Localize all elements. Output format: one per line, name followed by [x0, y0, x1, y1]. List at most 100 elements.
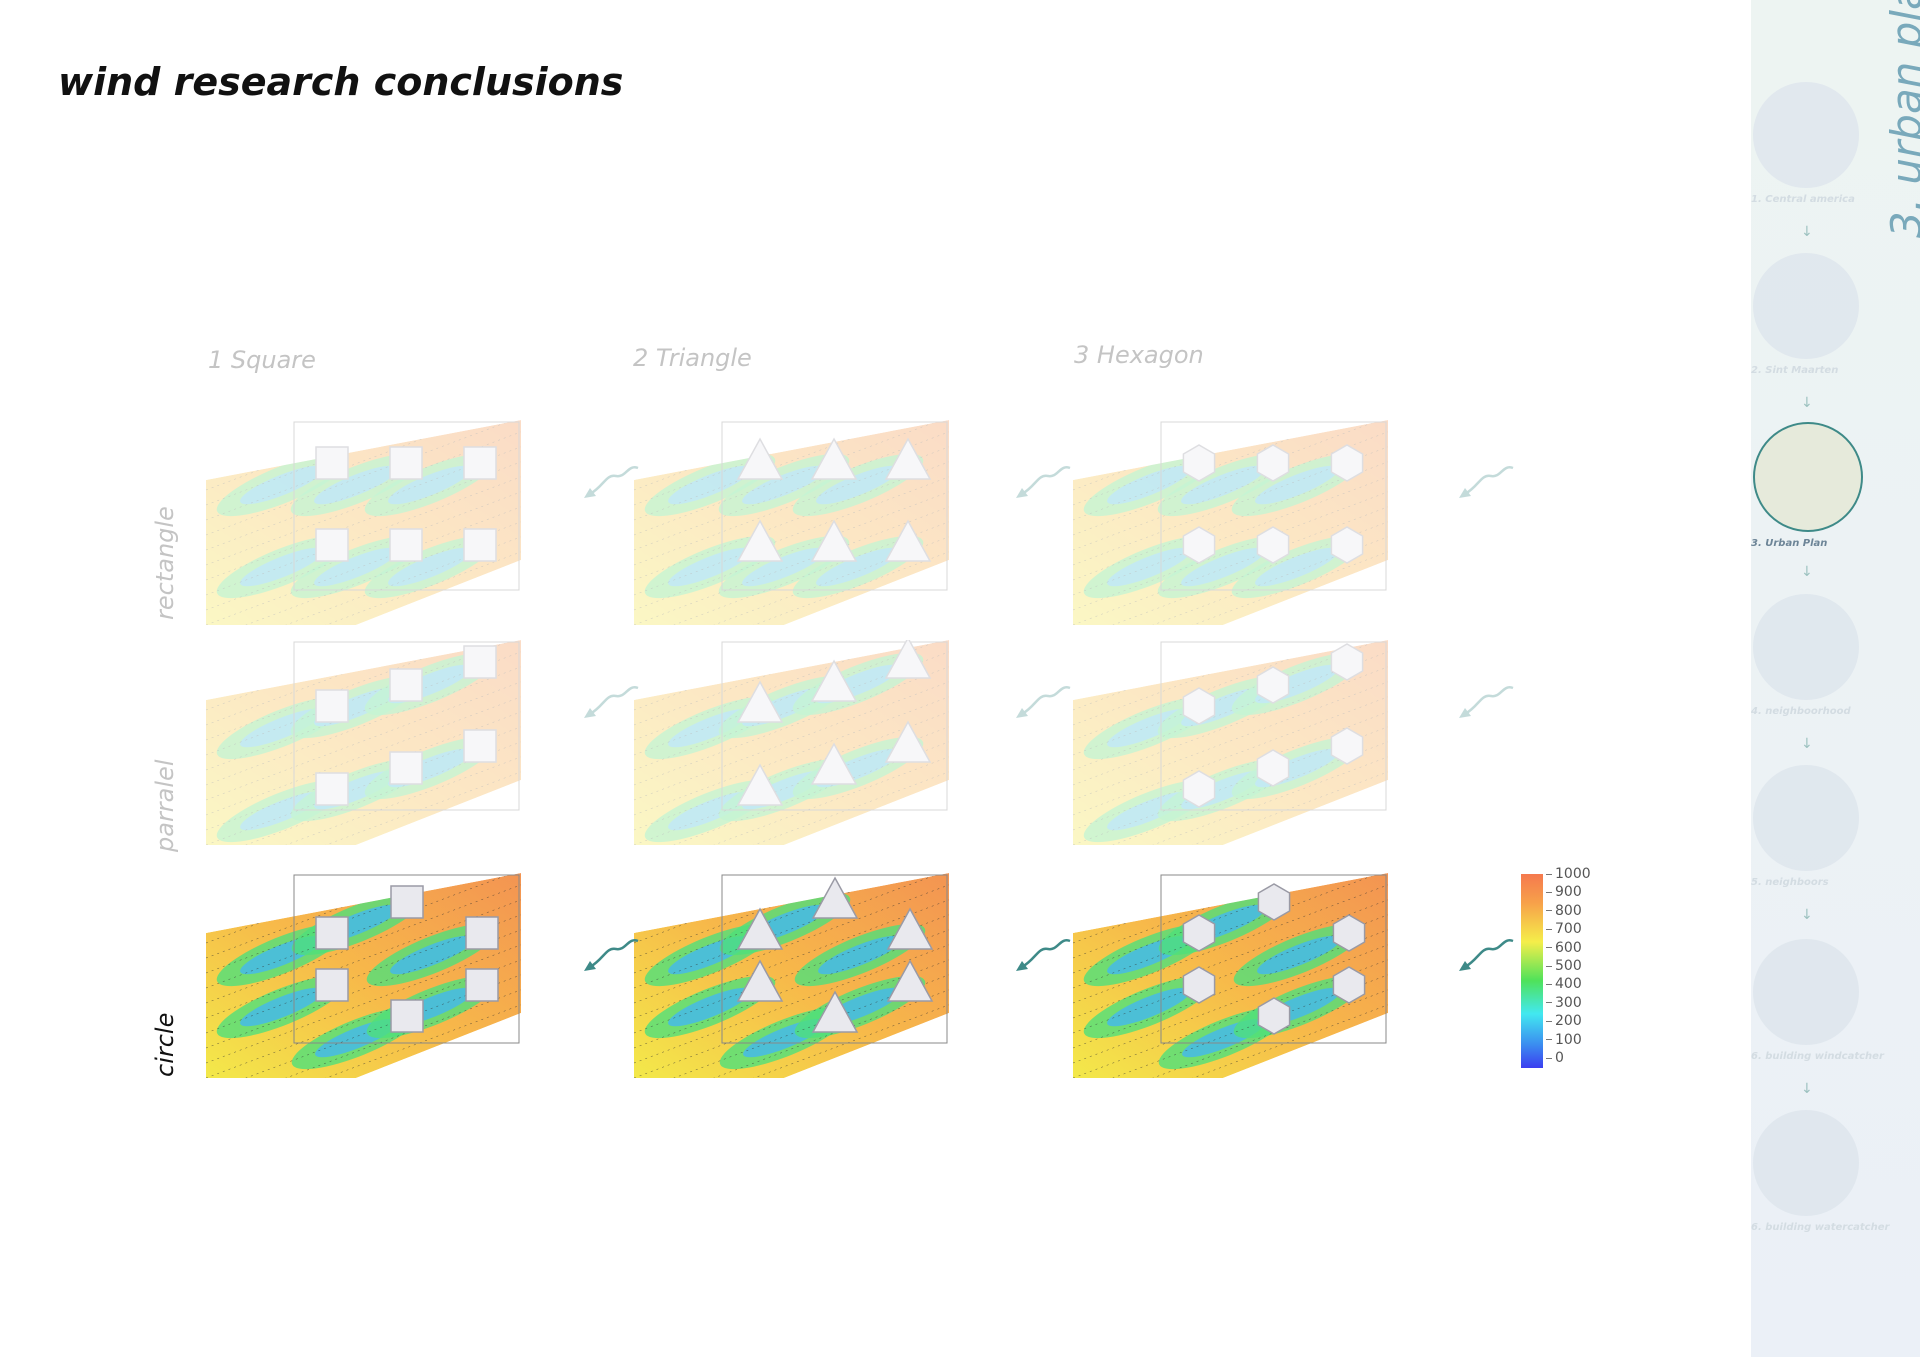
wake-zone	[718, 675, 850, 739]
step-label: 5. neighboors	[1751, 877, 1829, 888]
triangle-building	[811, 990, 859, 1033]
wind-simulation-circle-triangle	[634, 873, 949, 1078]
wake-zone	[1107, 547, 1191, 587]
wind-direction-arrow-icon	[1459, 466, 1514, 498]
step-arrow-icon: ↓	[1801, 564, 1813, 580]
square-building	[465, 968, 499, 1002]
wake-zone	[388, 547, 472, 587]
wake-zone	[1231, 535, 1363, 599]
site-boundary	[721, 874, 948, 1044]
column-label-hexagon: 3 Hexagon	[1074, 341, 1204, 369]
step-thumbnail	[1753, 422, 1863, 532]
sidebar-step[interactable]: 5. neighboors	[1751, 765, 1891, 888]
legend-tick-label: 200	[1546, 1013, 1582, 1029]
step-arrow-icon: ↓	[1801, 224, 1813, 240]
wind-field	[206, 873, 521, 1078]
step-label: 4. neighboorhood	[1751, 706, 1851, 717]
site-boundary	[1160, 641, 1387, 811]
triangle-building	[736, 763, 784, 806]
site-boundary	[721, 641, 948, 811]
wake-zone	[1231, 453, 1363, 517]
hexagon-building	[1330, 727, 1364, 765]
row-label-rectangle: rectangle	[151, 506, 179, 620]
triangle-building	[810, 659, 858, 702]
hexagon-building	[1182, 444, 1216, 482]
wake-zone	[216, 453, 348, 517]
wake-zone	[1157, 675, 1289, 739]
sidebar-step[interactable]: 1. Central america	[1751, 82, 1891, 205]
triangle-building	[736, 959, 784, 1002]
site-boundary	[293, 874, 520, 1044]
wake-zone	[1083, 453, 1215, 517]
wake-zone	[718, 453, 850, 517]
sidebar-step[interactable]: 6. building windcatcher	[1751, 939, 1891, 1062]
wake-zone	[1157, 758, 1289, 822]
legend-tick-label: 900	[1546, 884, 1582, 900]
sidebar-step[interactable]: 2. Sint Maarten	[1751, 253, 1891, 376]
wake-zone	[1083, 696, 1215, 760]
wind-simulation-parralel-square	[206, 640, 521, 845]
wake-zone	[742, 687, 826, 727]
wake-zone	[1231, 652, 1363, 716]
step-label: 2. Sint Maarten	[1751, 365, 1839, 376]
sidebar-step[interactable]: 4. neighboorhood	[1751, 594, 1891, 717]
wake-zone	[668, 465, 752, 505]
wake-zone	[792, 535, 924, 599]
wake-zone	[1255, 664, 1339, 704]
wake-zone	[314, 770, 398, 810]
wake-zone	[818, 935, 902, 975]
wind-field	[634, 873, 949, 1078]
wake-zone	[1231, 736, 1363, 800]
wake-zone	[240, 465, 324, 505]
square-building	[463, 645, 497, 679]
wake-zone	[816, 465, 900, 505]
wind-direction-arrow-icon	[1016, 466, 1071, 498]
wake-zone	[1157, 453, 1289, 517]
wake-zone	[644, 779, 776, 843]
square-building	[315, 689, 349, 723]
wake-zone	[314, 547, 398, 587]
square-building	[463, 446, 497, 480]
wake-zone	[290, 453, 422, 517]
wind-simulation-circle-square	[206, 873, 521, 1078]
wake-zone	[792, 652, 924, 716]
sidebar-step[interactable]: 3. Urban Plan	[1751, 422, 1891, 549]
square-building	[315, 528, 349, 562]
site-boundary	[293, 421, 520, 591]
hexagon-building	[1256, 526, 1290, 564]
legend-tick-label: 500	[1546, 958, 1582, 974]
step-arrow-icon: ↓	[1801, 736, 1813, 752]
column-label-triangle: 2 Triangle	[633, 344, 752, 372]
triangle-building	[884, 640, 932, 679]
wind-simulation-rectangle-square	[206, 420, 521, 625]
hexagon-building	[1257, 883, 1291, 921]
wake-zone	[1083, 535, 1215, 599]
square-building	[315, 968, 349, 1002]
wake-zone	[1255, 547, 1339, 587]
legend-tick-label: 600	[1546, 940, 1582, 956]
step-arrow-icon: ↓	[1801, 907, 1813, 923]
wake-zone	[388, 465, 472, 505]
wind-field	[206, 420, 521, 625]
wake-zone	[240, 708, 324, 748]
wind-simulation-rectangle-triangle	[634, 420, 949, 625]
step-thumbnail	[1753, 1110, 1859, 1216]
wake-zone	[364, 535, 496, 599]
step-label: 1. Central america	[1751, 194, 1855, 205]
square-building	[465, 916, 499, 950]
square-building	[390, 885, 424, 919]
wake-zone	[290, 675, 422, 739]
square-building	[389, 751, 423, 785]
step-thumbnail	[1753, 939, 1859, 1045]
legend-colorbar	[1521, 874, 1543, 1068]
wake-zone	[1107, 987, 1191, 1027]
triangle-building	[886, 907, 934, 950]
wind-direction-arrow-icon	[1016, 686, 1071, 718]
wake-zone	[668, 708, 752, 748]
wake-zone	[644, 535, 776, 599]
sidebar-step[interactable]: 6. building watercatcher	[1751, 1110, 1891, 1233]
wake-zone	[742, 547, 826, 587]
wake-zone	[644, 453, 776, 517]
wind-field	[1073, 873, 1388, 1078]
wake-zone	[644, 696, 776, 760]
